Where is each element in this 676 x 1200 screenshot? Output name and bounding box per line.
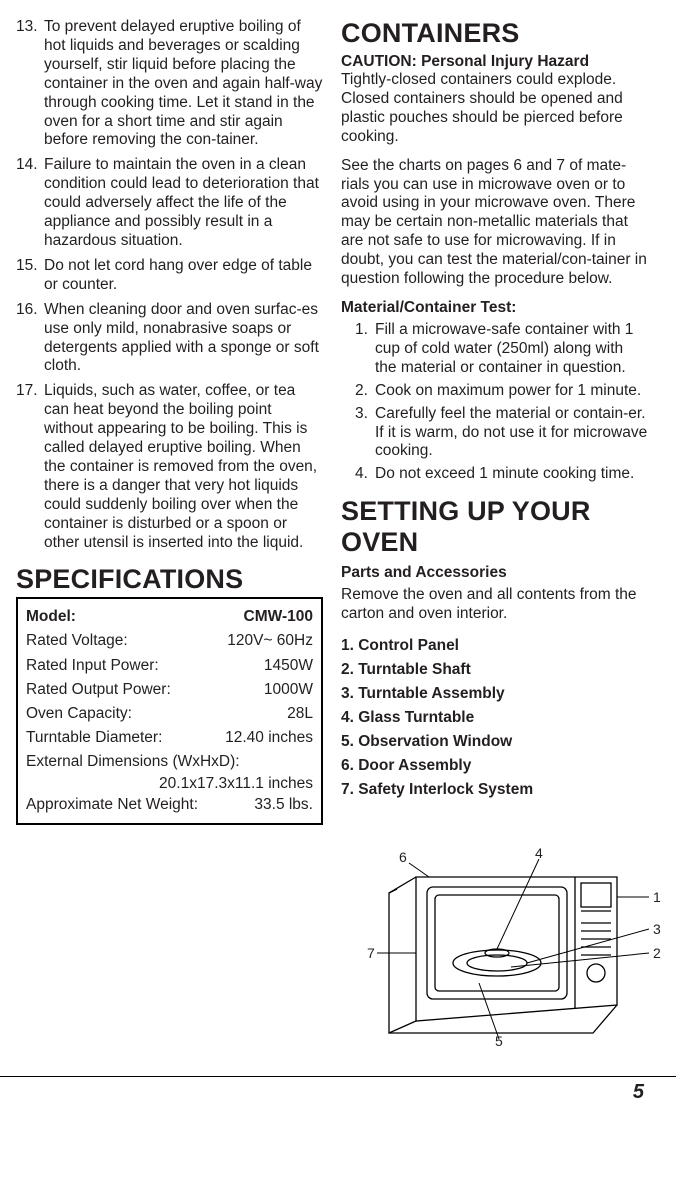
right-column: CONTAINERS CAUTION: Personal Injury Haza… xyxy=(341,18,648,825)
instruction-item: 17.Liquids, such as water, coffee, or te… xyxy=(16,382,323,552)
safety-instructions-list: 13.To prevent delayed eruptive boiling o… xyxy=(16,18,323,552)
spec-row: Rated Input Power: 1450W xyxy=(26,654,313,678)
test-step-number: 3. xyxy=(355,405,375,462)
instruction-text: Liquids, such as water, coffee, or tea c… xyxy=(44,382,323,552)
spec-ext-dim-label: External Dimensions (WxHxD): xyxy=(26,750,313,774)
instruction-number: 17. xyxy=(16,382,44,552)
instruction-text: Do not let cord hang over edge of table … xyxy=(44,257,323,295)
spec-row: Turntable Diameter: 12.40 inches xyxy=(26,726,313,750)
instruction-item: 14.Failure to maintain the oven in a cle… xyxy=(16,156,323,251)
setting-up-heading: SETTING UP YOUR OVEN xyxy=(341,496,648,558)
test-step: 1.Fill a microwave-safe container with 1… xyxy=(341,321,648,378)
microwave-svg xyxy=(349,853,669,1043)
part-item: 2. Turntable Shaft xyxy=(341,658,648,682)
diagram-callout-1: 1 xyxy=(653,889,661,905)
spec-value: 12.40 inches xyxy=(225,726,313,750)
test-step-number: 4. xyxy=(355,465,375,484)
specifications-box: Model: CMW-100 Rated Voltage:120V~ 60HzR… xyxy=(16,597,323,825)
material-test-steps: 1.Fill a microwave-safe container with 1… xyxy=(341,321,648,484)
instruction-text: When cleaning door and oven surfac-es us… xyxy=(44,301,323,377)
instruction-item: 15.Do not let cord hang over edge of tab… xyxy=(16,257,323,295)
instruction-number: 15. xyxy=(16,257,44,295)
instruction-text: Failure to maintain the oven in a clean … xyxy=(44,156,323,251)
part-item: 6. Door Assembly xyxy=(341,754,648,778)
page-number: 5 xyxy=(633,1081,644,1103)
left-column: 13.To prevent delayed eruptive boiling o… xyxy=(16,18,323,825)
part-item: 5. Observation Window xyxy=(341,730,648,754)
specifications-heading: SPECIFICATIONS xyxy=(16,564,323,595)
instruction-text: To prevent delayed eruptive boiling of h… xyxy=(44,18,323,150)
spec-value: 28L xyxy=(287,702,313,726)
test-step: 4.Do not exceed 1 minute cooking time. xyxy=(341,465,648,484)
spec-value: 1000W xyxy=(264,678,313,702)
spec-label: Rated Voltage: xyxy=(26,629,128,653)
diagram-callout-2: 2 xyxy=(653,945,661,961)
spec-model-row: Model: CMW-100 xyxy=(26,605,313,629)
microwave-diagram: 4 6 1 3 2 7 5 xyxy=(349,853,669,1048)
part-item: 4. Glass Turntable xyxy=(341,706,648,730)
diagram-callout-5: 5 xyxy=(495,1033,503,1049)
spec-label: Rated Output Power: xyxy=(26,678,171,702)
test-step-number: 1. xyxy=(355,321,375,378)
spec-value: 1450W xyxy=(264,654,313,678)
part-item: 1. Control Panel xyxy=(341,634,648,658)
instruction-number: 13. xyxy=(16,18,44,150)
spec-row: Rated Output Power: 1000W xyxy=(26,678,313,702)
test-step: 2.Cook on maximum power for 1 minute. xyxy=(341,382,648,401)
test-step-text: Do not exceed 1 minute cooking time. xyxy=(375,465,648,484)
instruction-number: 14. xyxy=(16,156,44,251)
spec-label: Oven Capacity: xyxy=(26,702,132,726)
part-item: 7. Safety Interlock System xyxy=(341,778,648,802)
instruction-item: 16.When cleaning door and oven surfac-es… xyxy=(16,301,323,377)
parts-intro: Remove the oven and all contents from th… xyxy=(341,586,648,624)
spec-value: 120V~ 60Hz xyxy=(227,629,313,653)
diagram-callout-3: 3 xyxy=(653,921,661,937)
spec-label: Turntable Diameter: xyxy=(26,726,162,750)
spec-ext-dim-value: 20.1x17.3x11.1 inches xyxy=(26,774,313,793)
diagram-callout-6: 6 xyxy=(399,849,407,865)
containers-para-1: Tightly-closed containers could explode.… xyxy=(341,71,648,147)
page-footer: 5 xyxy=(0,1076,676,1118)
test-step-text: Cook on maximum power for 1 minute. xyxy=(375,382,648,401)
part-item: 3. Turntable Assembly xyxy=(341,682,648,706)
spec-label: Rated Input Power: xyxy=(26,654,159,678)
parts-subheading: Parts and Accessories xyxy=(341,564,648,582)
spec-model-value: CMW-100 xyxy=(244,605,313,629)
spec-weight-row: Approximate Net Weight: 33.5 lbs. xyxy=(26,793,313,817)
instruction-item: 13.To prevent delayed eruptive boiling o… xyxy=(16,18,323,150)
test-step-text: Carefully feel the material or contain-e… xyxy=(375,405,648,462)
test-step-text: Fill a microwave-safe container with 1 c… xyxy=(375,321,648,378)
containers-heading: CONTAINERS xyxy=(341,18,648,49)
diagram-callout-7: 7 xyxy=(367,945,375,961)
spec-weight-label: Approximate Net Weight: xyxy=(26,793,198,817)
spec-weight-value: 33.5 lbs. xyxy=(254,793,313,817)
spec-row: Rated Voltage: 120V~ 60Hz xyxy=(26,629,313,653)
test-step: 3.Carefully feel the material or contain… xyxy=(341,405,648,462)
containers-para-2: See the charts on pages 6 and 7 of mate-… xyxy=(341,157,648,289)
spec-row: Oven Capacity: 28L xyxy=(26,702,313,726)
test-step-number: 2. xyxy=(355,382,375,401)
spec-model-label: Model: xyxy=(26,605,76,629)
caution-label: CAUTION: Personal Injury Hazard xyxy=(341,53,648,71)
diagram-callout-4: 4 xyxy=(535,845,543,861)
instruction-number: 16. xyxy=(16,301,44,377)
parts-list: 1. Control Panel2. Turntable Shaft3. Tur… xyxy=(341,634,648,802)
material-test-heading: Material/Container Test: xyxy=(341,299,648,317)
